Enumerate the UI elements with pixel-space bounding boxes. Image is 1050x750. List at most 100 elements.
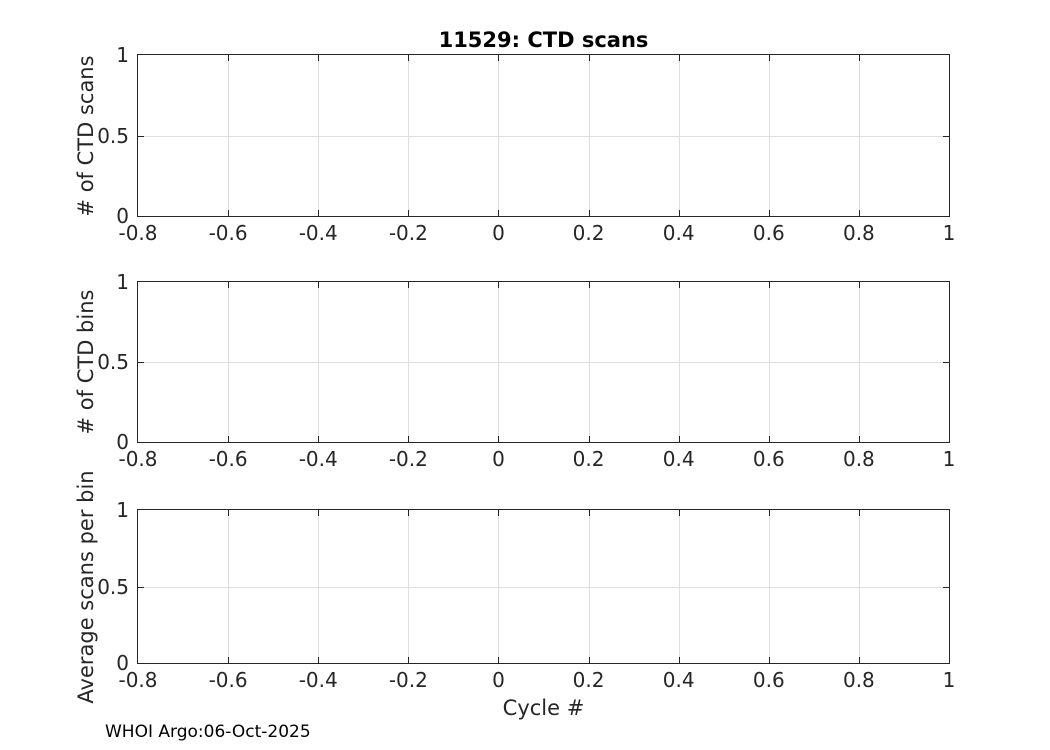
y-tick-label: 0 bbox=[116, 430, 129, 454]
tick-mark bbox=[678, 55, 680, 61]
tick-mark bbox=[588, 657, 590, 663]
tick-mark bbox=[228, 282, 230, 288]
tick-mark bbox=[498, 436, 500, 442]
y-axis-label: # of CTD scans bbox=[74, 54, 98, 217]
x-tick-label: 0.4 bbox=[662, 668, 695, 692]
x-tick-label: 1 bbox=[942, 447, 956, 471]
tick-mark bbox=[858, 510, 860, 516]
tick-mark bbox=[408, 510, 410, 516]
tick-mark bbox=[678, 210, 680, 216]
tick-mark bbox=[408, 657, 410, 663]
y-tick-label: 0.5 bbox=[97, 574, 129, 599]
y-tick-label: 0 bbox=[116, 204, 129, 228]
x-tick-label: -0.4 bbox=[298, 221, 338, 245]
x-tick-label: -0.6 bbox=[208, 668, 248, 692]
plot-area: -0.8 -0.6 -0.4 -0.2 0 0.2 0.4 0.6 0.8 1 0 0.5 1 bbox=[97, 45, 955, 243]
x-tick-label: 0.4 bbox=[662, 221, 695, 245]
x-tick-label: 1 bbox=[942, 221, 956, 245]
tick-mark bbox=[768, 55, 770, 61]
x-tick-label: 0.2 bbox=[572, 221, 605, 245]
tick-mark bbox=[318, 510, 320, 516]
x-tick-label: 0.2 bbox=[572, 668, 605, 692]
tick-mark bbox=[588, 210, 590, 216]
x-tick-label: 1 bbox=[942, 668, 956, 692]
tick-mark bbox=[138, 362, 144, 363]
tick-mark bbox=[858, 210, 860, 216]
plot-area: -0.8 -0.6 -0.4 -0.2 0 0.2 0.4 0.6 0.8 1 0 0.5 1 bbox=[97, 272, 955, 469]
grid-line-horizontal bbox=[138, 135, 949, 137]
footer-annotation: WHOI Argo:06-Oct-2025 bbox=[105, 722, 311, 742]
x-tick-label: 0.2 bbox=[572, 447, 605, 471]
tick-mark bbox=[318, 657, 320, 663]
x-tick-label: 0 bbox=[492, 447, 505, 471]
tick-mark bbox=[588, 510, 590, 516]
x-tick-label: -0.2 bbox=[388, 221, 428, 245]
x-tick-label: 0.6 bbox=[752, 668, 785, 692]
tick-mark bbox=[858, 282, 860, 288]
x-tick-label: 0 bbox=[492, 221, 505, 245]
x-tick-label: -0.6 bbox=[208, 447, 248, 471]
tick-mark bbox=[408, 282, 410, 288]
x-tick-label: 0.6 bbox=[752, 221, 785, 245]
tick-mark bbox=[678, 282, 680, 288]
tick-mark bbox=[408, 55, 410, 61]
tick-mark bbox=[768, 210, 770, 216]
tick-mark bbox=[678, 510, 680, 516]
tick-mark bbox=[678, 436, 680, 442]
tick-mark bbox=[318, 282, 320, 288]
tick-mark bbox=[943, 135, 949, 137]
tick-mark bbox=[943, 362, 949, 363]
tick-mark bbox=[858, 436, 860, 442]
y-tick-label: 0.5 bbox=[97, 350, 129, 374]
y-tick-label: 0.5 bbox=[97, 123, 129, 148]
tick-mark bbox=[138, 586, 144, 588]
tick-mark bbox=[318, 55, 320, 61]
tick-mark bbox=[858, 657, 860, 663]
tick-mark bbox=[318, 436, 320, 442]
x-tick-label: 0 bbox=[492, 668, 505, 692]
tick-mark bbox=[498, 510, 500, 516]
tick-mark bbox=[588, 55, 590, 61]
grid-line-horizontal bbox=[138, 362, 949, 363]
tick-mark bbox=[858, 55, 860, 61]
tick-mark bbox=[678, 657, 680, 663]
x-tick-label: 0.8 bbox=[842, 447, 875, 471]
x-tick-label: 0.8 bbox=[842, 221, 875, 245]
tick-mark bbox=[498, 282, 500, 288]
tick-mark bbox=[588, 282, 590, 288]
tick-mark bbox=[228, 210, 230, 216]
tick-mark bbox=[768, 282, 770, 288]
y-tick-label: 1 bbox=[116, 498, 129, 522]
tick-mark bbox=[498, 210, 500, 216]
x-tick-label: -0.2 bbox=[388, 668, 428, 692]
y-tick-label: 1 bbox=[116, 270, 129, 294]
tick-mark bbox=[228, 55, 230, 61]
tick-mark bbox=[768, 436, 770, 442]
tick-mark bbox=[498, 55, 500, 61]
y-axis-label: Average scans per bin bbox=[74, 469, 98, 704]
x-tick-label: -0.8 bbox=[118, 221, 158, 245]
tick-mark bbox=[943, 586, 949, 588]
tick-mark bbox=[768, 657, 770, 663]
x-axis-label: Cycle # bbox=[502, 696, 585, 720]
grid-line-horizontal bbox=[138, 586, 949, 588]
x-tick-label: -0.8 bbox=[118, 447, 158, 471]
x-tick-label: -0.8 bbox=[118, 668, 158, 692]
tick-mark bbox=[498, 657, 500, 663]
plot-area: -0.8 -0.6 -0.4 -0.2 0 0.2 0.4 0.6 0.8 1 0 0.5 1 bbox=[97, 500, 955, 690]
x-tick-label: 0.8 bbox=[842, 668, 875, 692]
y-axis-label: # of CTD bins bbox=[74, 289, 98, 435]
y-tick-label: 0 bbox=[116, 651, 129, 675]
x-tick-label: 0.6 bbox=[752, 447, 785, 471]
tick-mark bbox=[408, 210, 410, 216]
x-tick-label: -0.4 bbox=[298, 668, 338, 692]
subplot-ctd-bins: # of CTD bins -0.8 -0.6 -0.4 -0.2 0 0.2 0.4 0.6… bbox=[74, 272, 955, 469]
tick-mark bbox=[408, 436, 410, 442]
tick-mark bbox=[138, 135, 144, 137]
x-tick-label: -0.2 bbox=[388, 447, 428, 471]
subplot-ctd-scans: # of CTD scans -0.8 -0.6 -0.4 -0.2 0 0.2 0.4 0.… bbox=[74, 45, 955, 243]
x-tick-label: 0.4 bbox=[662, 447, 695, 471]
tick-mark bbox=[228, 510, 230, 516]
tick-mark bbox=[588, 436, 590, 442]
